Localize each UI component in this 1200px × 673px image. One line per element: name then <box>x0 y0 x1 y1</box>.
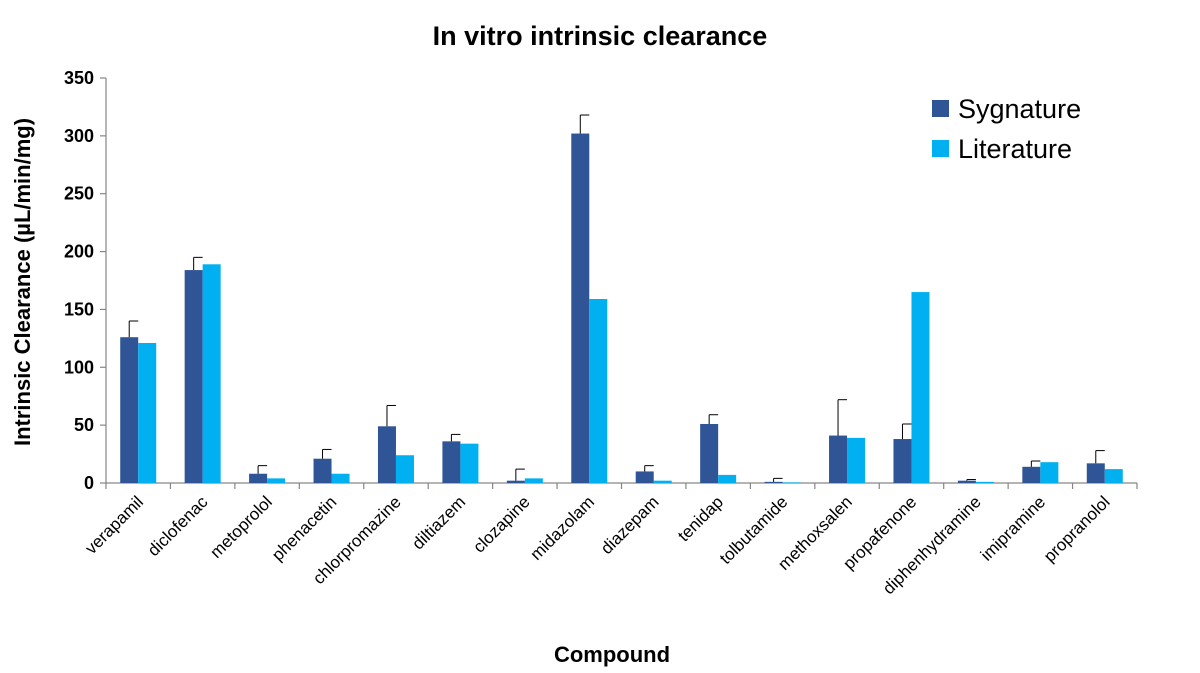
x-tick-label-propranolol: propranolol <box>1040 492 1114 566</box>
bar-literature-diclofenac <box>202 264 221 483</box>
bar-literature-chlorpromazine <box>395 455 414 483</box>
chart-title: In vitro intrinsic clearance <box>433 21 768 51</box>
bar-sygnature-propafenone <box>893 439 912 483</box>
legend-swatch-literature <box>932 140 949 157</box>
y-tick-label: 250 <box>64 184 94 204</box>
y-tick-label: 50 <box>74 415 94 435</box>
bar-sygnature-tenidap <box>700 423 719 483</box>
x-tick-label-imipramine: imipramine <box>977 492 1049 564</box>
y-tick-label: 150 <box>64 299 94 319</box>
bar-sygnature-diphenhydramine <box>957 480 976 483</box>
bar-literature-phenacetin <box>331 473 350 483</box>
y-tick-label: 300 <box>64 126 94 146</box>
y-axis-title: Intrinsic Clearance (µL/min/mg) <box>10 118 35 446</box>
bar-sygnature-midazolam <box>571 133 590 484</box>
x-tick-label-metoprolol: metoprolol <box>206 492 276 562</box>
bar-literature-tenidap <box>718 474 737 483</box>
y-tick-label: 0 <box>84 473 94 493</box>
x-axis-title: Compound <box>554 642 670 667</box>
bar-literature-diphenhydramine <box>975 481 994 483</box>
y-tick-label: 100 <box>64 357 94 377</box>
bar-sygnature-propranolol <box>1086 463 1105 483</box>
y-tick-label: 200 <box>64 242 94 262</box>
bar-sygnature-phenacetin <box>313 458 332 483</box>
x-tick-label-diltiazem: diltiazem <box>408 492 469 553</box>
bar-literature-propranolol <box>1104 469 1123 483</box>
bar-sygnature-imipramine <box>1022 466 1041 483</box>
bar-literature-methoxsalen <box>847 437 866 483</box>
bar-literature-diazepam <box>653 480 672 483</box>
bar-sygnature-diazepam <box>635 471 654 483</box>
legend-swatch-sygnature <box>932 100 949 117</box>
bar-literature-metoprolol <box>267 478 286 483</box>
x-tick-label-tenidap: tenidap <box>674 492 727 545</box>
bar-sygnature-verapamil <box>120 337 139 483</box>
bar-literature-clozapine <box>524 478 543 483</box>
x-tick-label-verapamil: verapamil <box>81 492 147 558</box>
bar-literature-imipramine <box>1040 462 1059 483</box>
x-tick-label-midazolam: midazolam <box>527 492 599 564</box>
bar-sygnature-diltiazem <box>442 441 461 483</box>
x-tick-label-diazepam: diazepam <box>597 492 663 558</box>
bar-sygnature-diclofenac <box>184 270 203 483</box>
legend: Sygnature Literature <box>932 94 1081 164</box>
x-tick-label-diclofenac: diclofenac <box>144 492 212 560</box>
bar-sygnature-clozapine <box>506 480 525 483</box>
bar-literature-diltiazem <box>460 443 479 483</box>
bar-sygnature-tolbutamide <box>764 481 783 483</box>
bar-sygnature-chlorpromazine <box>377 426 396 483</box>
bar-literature-verapamil <box>138 342 157 483</box>
x-tick-label-clozapine: clozapine <box>469 492 533 556</box>
bar-literature-midazolam <box>589 299 608 483</box>
legend-label-sygnature: Sygnature <box>958 94 1081 124</box>
bar-sygnature-methoxsalen <box>829 435 848 483</box>
bar-literature-propafenone <box>911 292 930 483</box>
bar-literature-tolbutamide <box>782 482 801 483</box>
y-tick-label: 350 <box>64 68 94 88</box>
legend-label-literature: Literature <box>958 134 1072 164</box>
bar-sygnature-metoprolol <box>249 473 268 483</box>
